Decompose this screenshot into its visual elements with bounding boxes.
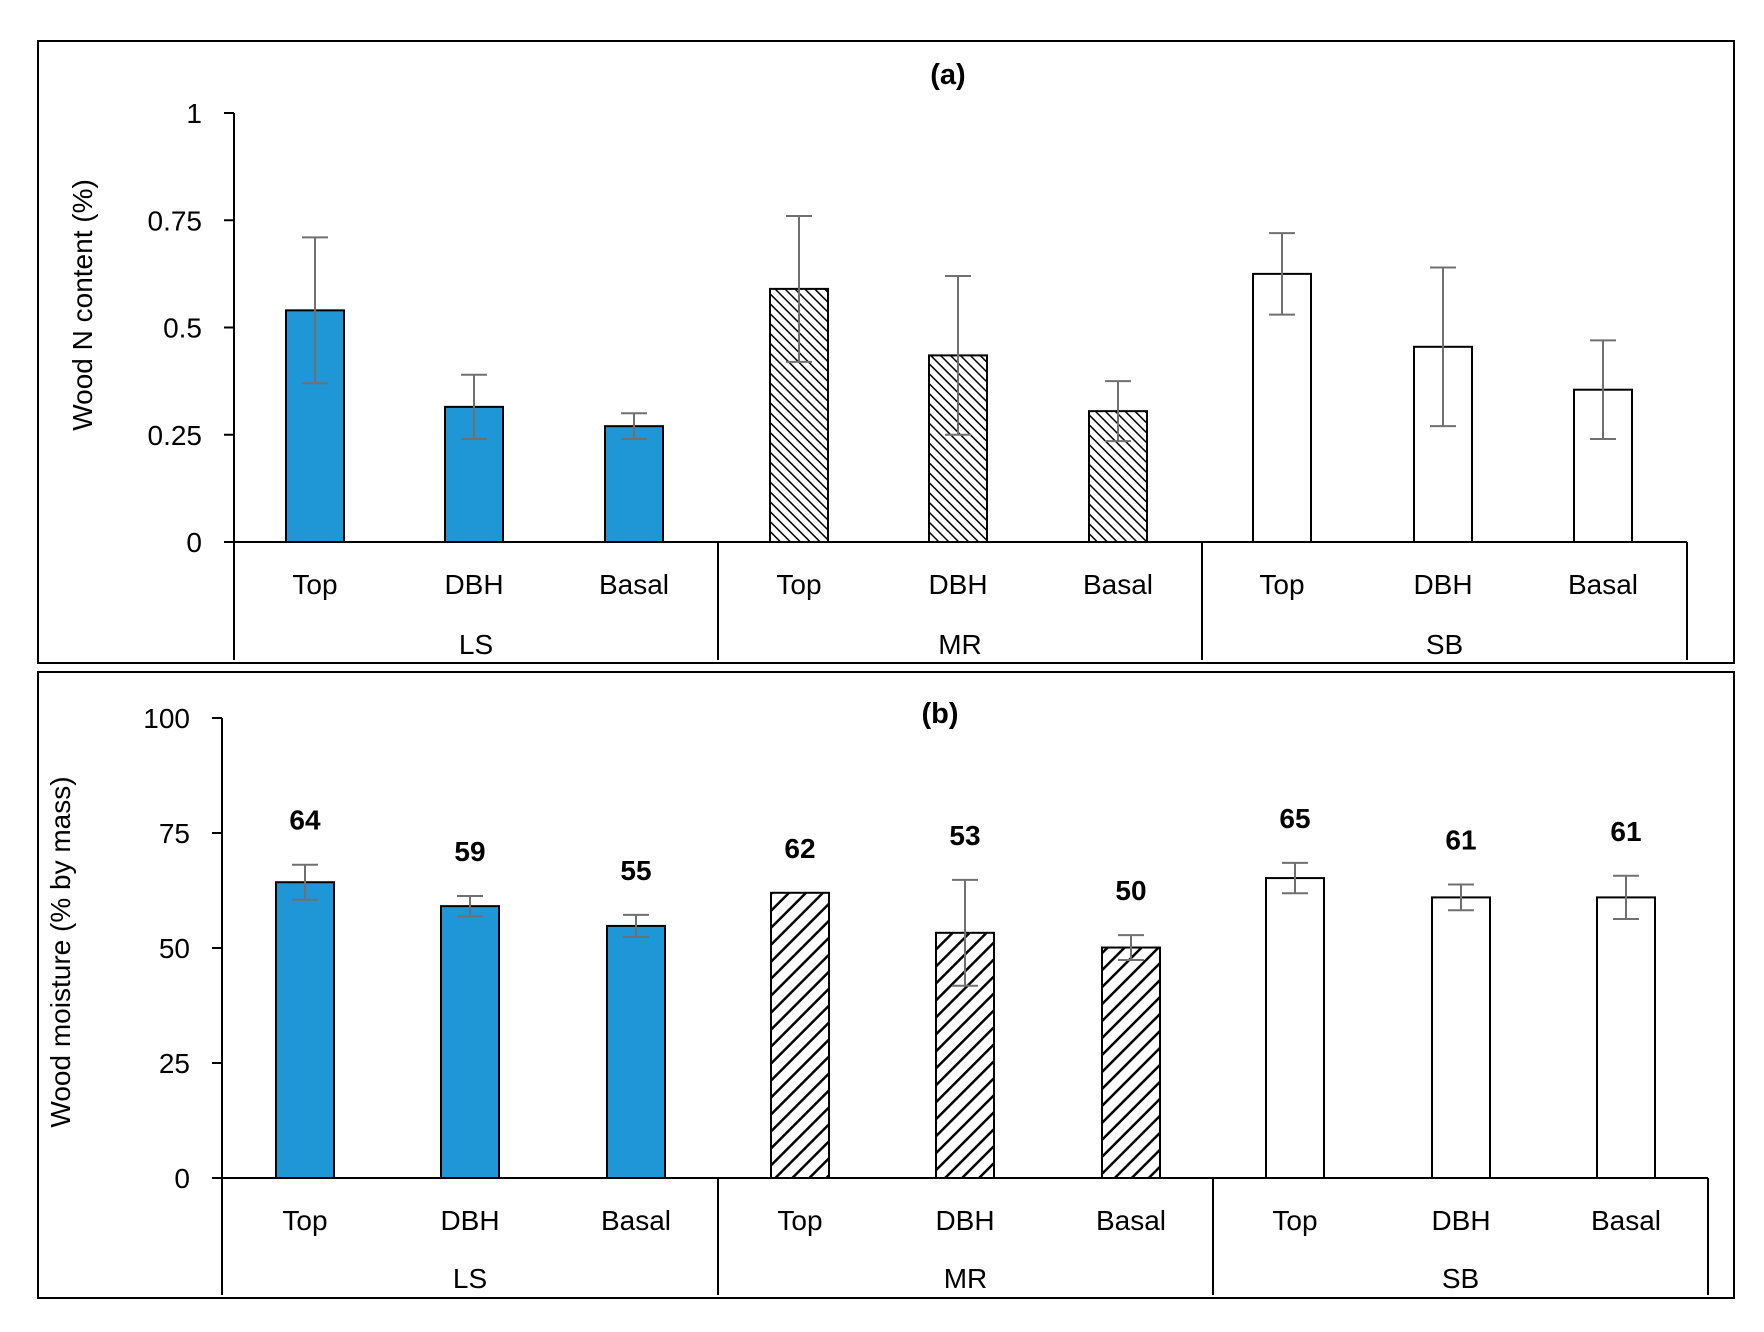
panel-a-x-category-label: DBH xyxy=(444,569,503,600)
panel-a-x-category-label: Basal xyxy=(1568,569,1638,600)
panel-b-x-category-label: DBH xyxy=(935,1205,994,1236)
panel-a-error-bar-mr-top xyxy=(786,214,812,363)
panel-b-bar-ls-basal xyxy=(606,924,666,1179)
panel-a-error-bar-mr-basal xyxy=(1105,380,1131,443)
panel-a: (a) Wood N content (%) 0 0.25 0.5 0.75 1 Top… xyxy=(37,40,1735,664)
panel-b-data-label: 53 xyxy=(949,820,980,851)
panel-a-x-group-label: SB xyxy=(1426,629,1463,660)
panel-b-bar-ls-dbh xyxy=(440,905,500,1179)
panel-b-data-label: 65 xyxy=(1279,803,1310,834)
panel-b-x-category-label: DBH xyxy=(440,1205,499,1236)
panel-b-x-group-label: SB xyxy=(1442,1263,1479,1294)
panel-a-x-category-label: Basal xyxy=(599,569,669,600)
panel-a-frame xyxy=(37,40,1735,664)
panel-b-bar-sb-dbh xyxy=(1431,896,1491,1180)
panel-a-x-group-label: MR xyxy=(938,629,982,660)
panel-b-x-category-label: Basal xyxy=(601,1205,671,1236)
panel-a-error-bar-sb-dbh xyxy=(1430,266,1456,428)
panel-a-error-bar-ls-dbh xyxy=(461,373,487,441)
panel-b-x-group-label: MR xyxy=(944,1263,988,1294)
panel-a-error-bar-ls-basal xyxy=(621,412,647,441)
panel-a-bar-sb-top xyxy=(1252,272,1312,543)
panel-b: (b) Wood moisture (% by mass) 0 25 50 75 100… xyxy=(37,671,1735,1299)
panel-b-bar-ls-top xyxy=(275,881,335,1179)
panel-b-y-tick-label: 100 xyxy=(143,703,190,734)
panel-b-x-group-label: LS xyxy=(453,1263,487,1294)
panel-a-x-category-label: DBH xyxy=(1413,569,1472,600)
panel-b-title: (b) xyxy=(921,698,958,730)
panel-b-error-bar-ls-basal xyxy=(623,913,649,938)
panel-b-y-tick-label: 25 xyxy=(159,1048,190,1079)
panel-b-error-bar-mr-basal xyxy=(1118,934,1144,961)
panel-b-y-tick-label: 0 xyxy=(174,1163,190,1194)
panel-a-x-category-label: Top xyxy=(292,569,337,600)
panel-a-x-category-label: Top xyxy=(776,569,821,600)
panel-a-title: (a) xyxy=(930,59,965,91)
panel-a-x-group-label: LS xyxy=(459,629,493,660)
panel-b-bar-sb-basal xyxy=(1596,896,1656,1180)
panel-b-data-label: 61 xyxy=(1445,825,1476,856)
panel-b-bar-mr-basal xyxy=(1101,946,1161,1179)
panel-a-y-tick-label: 0 xyxy=(186,527,202,558)
panel-a-y-tick-label: 0.25 xyxy=(148,420,203,451)
panel-b-x-category-label: Basal xyxy=(1591,1205,1661,1236)
panel-b-y-tick-label: 75 xyxy=(159,818,190,849)
panel-a-error-bar-ls-top xyxy=(302,236,328,385)
panel-b-error-bar-sb-basal xyxy=(1613,874,1639,921)
panel-b-data-label: 61 xyxy=(1610,816,1641,847)
panel-b-x-category-label: Top xyxy=(282,1205,327,1236)
panel-a-error-bar-mr-dbh xyxy=(945,275,971,436)
panel-a-x-category-label: Basal xyxy=(1083,569,1153,600)
panel-b-y-axis-label: Wood moisture (% by mass) xyxy=(45,776,76,1127)
panel-b-data-label: 62 xyxy=(784,833,815,864)
panel-b-x-category-label: Top xyxy=(1272,1205,1317,1236)
panel-b-data-label: 64 xyxy=(289,805,321,836)
panel-b-error-bar-sb-dbh xyxy=(1448,883,1474,912)
panel-a-y-tick-label: 1 xyxy=(186,98,202,129)
panel-b-data-label: 50 xyxy=(1115,875,1146,906)
panel-a-error-bar-sb-basal xyxy=(1590,339,1616,441)
panel-a-y-axis-label: Wood N content (%) xyxy=(67,179,98,431)
panel-b-x-category-label: Basal xyxy=(1096,1205,1166,1236)
panel-b-error-bar-ls-top xyxy=(292,863,318,901)
panel-a-x-category-label: Top xyxy=(1259,569,1304,600)
panel-a-y-tick-label: 0.75 xyxy=(148,205,203,236)
panel-b-bar-sb-top xyxy=(1265,877,1325,1180)
panel-b-x-category-label: DBH xyxy=(1431,1205,1490,1236)
panel-b-error-bar-ls-dbh xyxy=(457,895,483,918)
panel-a-y-tick-label: 0.5 xyxy=(163,313,202,344)
panel-b-error-bar-sb-top xyxy=(1282,861,1308,895)
panel-b-data-label: 55 xyxy=(620,855,651,886)
panel-a-bar-ls-basal xyxy=(604,425,664,544)
panel-b-data-label: 59 xyxy=(454,836,485,867)
panel-b-y-tick-label: 50 xyxy=(159,933,190,964)
panel-b-frame xyxy=(37,671,1735,1299)
panel-a-x-category-label: DBH xyxy=(928,569,987,600)
panel-b-x-category-label: Top xyxy=(777,1205,822,1236)
panel-b-error-bar-mr-dbh xyxy=(952,878,978,987)
panel-a-error-bar-sb-top xyxy=(1269,232,1295,316)
panel-b-bar-mr-top xyxy=(770,891,830,1179)
